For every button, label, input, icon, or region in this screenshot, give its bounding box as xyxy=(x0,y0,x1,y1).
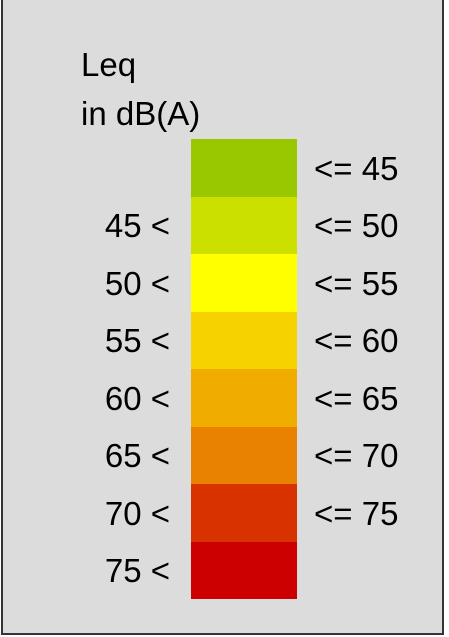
range-upper-label: <= 75 xyxy=(314,494,399,532)
color-swatch xyxy=(191,369,297,427)
color-swatch xyxy=(191,426,297,484)
range-lower-label: 50 < xyxy=(104,264,170,302)
range-lower-label: 75 < xyxy=(104,552,170,590)
range-upper-label: <= 65 xyxy=(314,379,399,417)
range-lower-label: 45 < xyxy=(104,207,170,245)
color-swatch xyxy=(191,254,297,312)
range-upper-label: <= 55 xyxy=(314,264,399,302)
color-scale xyxy=(191,139,297,599)
color-swatch xyxy=(191,484,297,542)
range-lower-label: 55 < xyxy=(104,322,170,360)
range-upper-label: <= 50 xyxy=(314,207,399,245)
color-swatch xyxy=(191,139,297,197)
range-upper-label: <= 70 xyxy=(314,437,399,475)
range-upper-label: <= 45 xyxy=(314,149,399,187)
color-swatch xyxy=(191,196,297,254)
color-swatch xyxy=(191,311,297,369)
range-lower-label: 60 < xyxy=(104,379,170,417)
legend-unit: in dB(A) xyxy=(81,95,201,132)
legend-title: Leq xyxy=(81,46,137,83)
range-lower-label: 65 < xyxy=(104,437,170,475)
range-upper-label: <= 60 xyxy=(314,322,399,360)
range-lower-label: 70 < xyxy=(104,494,170,532)
color-swatch xyxy=(191,541,297,599)
